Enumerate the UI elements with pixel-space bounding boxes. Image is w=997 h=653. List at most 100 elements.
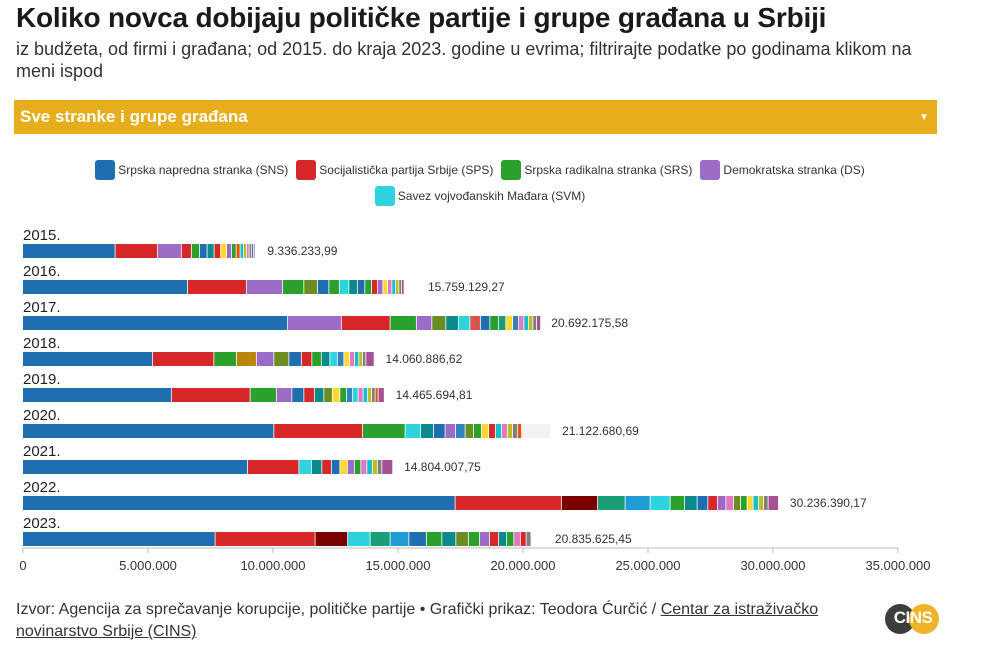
bar-segment[interactable] — [23, 388, 171, 402]
bar-segment[interactable] — [359, 352, 363, 366]
bar-segment[interactable] — [344, 352, 350, 366]
bar-segment[interactable] — [421, 424, 434, 438]
bar-segment[interactable] — [367, 460, 372, 474]
bar-segment[interactable] — [246, 280, 283, 294]
bar-segment[interactable] — [456, 532, 468, 546]
bar-segment[interactable] — [318, 280, 329, 294]
bar-segment[interactable] — [372, 280, 378, 294]
bar-segment[interactable] — [23, 496, 455, 510]
bar-segment[interactable] — [249, 244, 251, 258]
bar-segment[interactable] — [366, 352, 374, 366]
bar-segment[interactable] — [768, 496, 779, 510]
cins-link[interactable]: Centar za istraživačko novinarstvo Srbij… — [16, 601, 819, 640]
bar-segment[interactable] — [330, 352, 337, 366]
bar-segment[interactable] — [409, 532, 426, 546]
bar-segment[interactable] — [375, 388, 378, 402]
bar-segment[interactable] — [513, 424, 517, 438]
bar-segment[interactable] — [625, 496, 650, 510]
bar-segment[interactable] — [357, 280, 365, 294]
bar-segment[interactable] — [502, 424, 507, 438]
bar-segment[interactable] — [354, 460, 361, 474]
bar-segment[interactable] — [188, 280, 246, 294]
bar-segment[interactable] — [158, 244, 181, 258]
bar-segment[interactable] — [697, 496, 708, 510]
chevron-down-icon[interactable]: ▼ — [919, 111, 929, 123]
bar-segment[interactable] — [456, 424, 465, 438]
bar-segment[interactable] — [349, 280, 357, 294]
bar-segment[interactable] — [23, 352, 153, 366]
bar-segment[interactable] — [378, 388, 384, 402]
bar-segment[interactable] — [458, 316, 470, 330]
bar-segment[interactable] — [115, 244, 158, 258]
bar-segment[interactable] — [321, 352, 330, 366]
bar-segment[interactable] — [171, 388, 250, 402]
bar-segment[interactable] — [529, 316, 533, 330]
bar-segment[interactable] — [227, 244, 232, 258]
bar-segment[interactable] — [481, 424, 489, 438]
bar-segment[interactable] — [426, 532, 442, 546]
bar-segment[interactable] — [507, 532, 514, 546]
bar-segment[interactable] — [350, 352, 355, 366]
bar-segment[interactable] — [753, 496, 759, 510]
bar-segment[interactable] — [23, 460, 248, 474]
bar-segment[interactable] — [337, 352, 344, 366]
bar-segment[interactable] — [388, 280, 392, 294]
bar-segment[interactable] — [598, 496, 625, 510]
bar-segment[interactable] — [378, 280, 383, 294]
bar-segment[interactable] — [377, 460, 382, 474]
bar-segment[interactable] — [363, 388, 368, 402]
bar-segment[interactable] — [236, 244, 240, 258]
bar-segment[interactable] — [339, 280, 349, 294]
bar-segment[interactable] — [232, 244, 236, 258]
bar-segment[interactable] — [396, 280, 399, 294]
bar-segment[interactable] — [276, 388, 292, 402]
bar-segment[interactable] — [215, 532, 315, 546]
bar-segment[interactable] — [288, 316, 341, 330]
bar-segment[interactable] — [372, 460, 377, 474]
bar-segment[interactable] — [332, 388, 340, 402]
bar-segment[interactable] — [244, 244, 247, 258]
bar-segment[interactable] — [340, 460, 347, 474]
bar-segment[interactable] — [416, 316, 432, 330]
legend-item[interactable]: Demokratska stranka (DS) — [700, 160, 865, 180]
bar-segment[interactable] — [322, 460, 331, 474]
bar-segment[interactable] — [480, 532, 490, 546]
bar-segment[interactable] — [274, 352, 289, 366]
bar-segment[interactable] — [533, 316, 537, 330]
bar-segment[interactable] — [490, 316, 498, 330]
bar-segment[interactable] — [390, 316, 416, 330]
legend-item[interactable]: Savez vojvođanskih Mađara (SVM) — [374, 186, 585, 206]
bar-segment[interactable] — [314, 388, 324, 402]
bar-segment[interactable] — [200, 244, 207, 258]
bar-segment[interactable] — [292, 388, 304, 402]
bar-segment[interactable] — [23, 424, 274, 438]
bar-segment[interactable] — [519, 316, 524, 330]
bar-segment[interactable] — [347, 388, 353, 402]
bar-segment[interactable] — [370, 532, 390, 546]
bar-segment[interactable] — [361, 460, 367, 474]
bar-segment[interactable] — [23, 280, 188, 294]
bar-segment[interactable] — [247, 244, 249, 258]
bar-segment[interactable] — [747, 496, 753, 510]
bar-segment[interactable] — [399, 280, 402, 294]
party-filter-dropdown[interactable]: Sve stranke i grupe građana ▼ — [14, 100, 937, 134]
bar-segment[interactable] — [455, 496, 561, 510]
bar-segment[interactable] — [347, 460, 354, 474]
bar-segment[interactable] — [340, 388, 347, 402]
legend-item[interactable]: Srpska napredna stranka (SNS) — [95, 160, 288, 180]
bar-segment[interactable] — [365, 280, 372, 294]
bar-segment[interactable] — [480, 316, 490, 330]
bar-segment[interactable] — [734, 496, 741, 510]
bar-segment[interactable] — [253, 244, 255, 258]
bar-segment[interactable] — [537, 316, 541, 330]
bar-segment[interactable] — [207, 244, 214, 258]
bar-segment[interactable] — [274, 424, 363, 438]
bar-segment[interactable] — [524, 316, 529, 330]
bar-segment[interactable] — [526, 532, 531, 546]
bar-segment[interactable] — [759, 496, 764, 510]
legend-item[interactable]: Srpska radikalna stranka (SRS) — [501, 160, 692, 180]
bar-segment[interactable] — [392, 280, 396, 294]
bar-segment[interactable] — [432, 316, 446, 330]
bar-segment[interactable] — [358, 388, 363, 402]
bar-segment[interactable] — [304, 280, 318, 294]
